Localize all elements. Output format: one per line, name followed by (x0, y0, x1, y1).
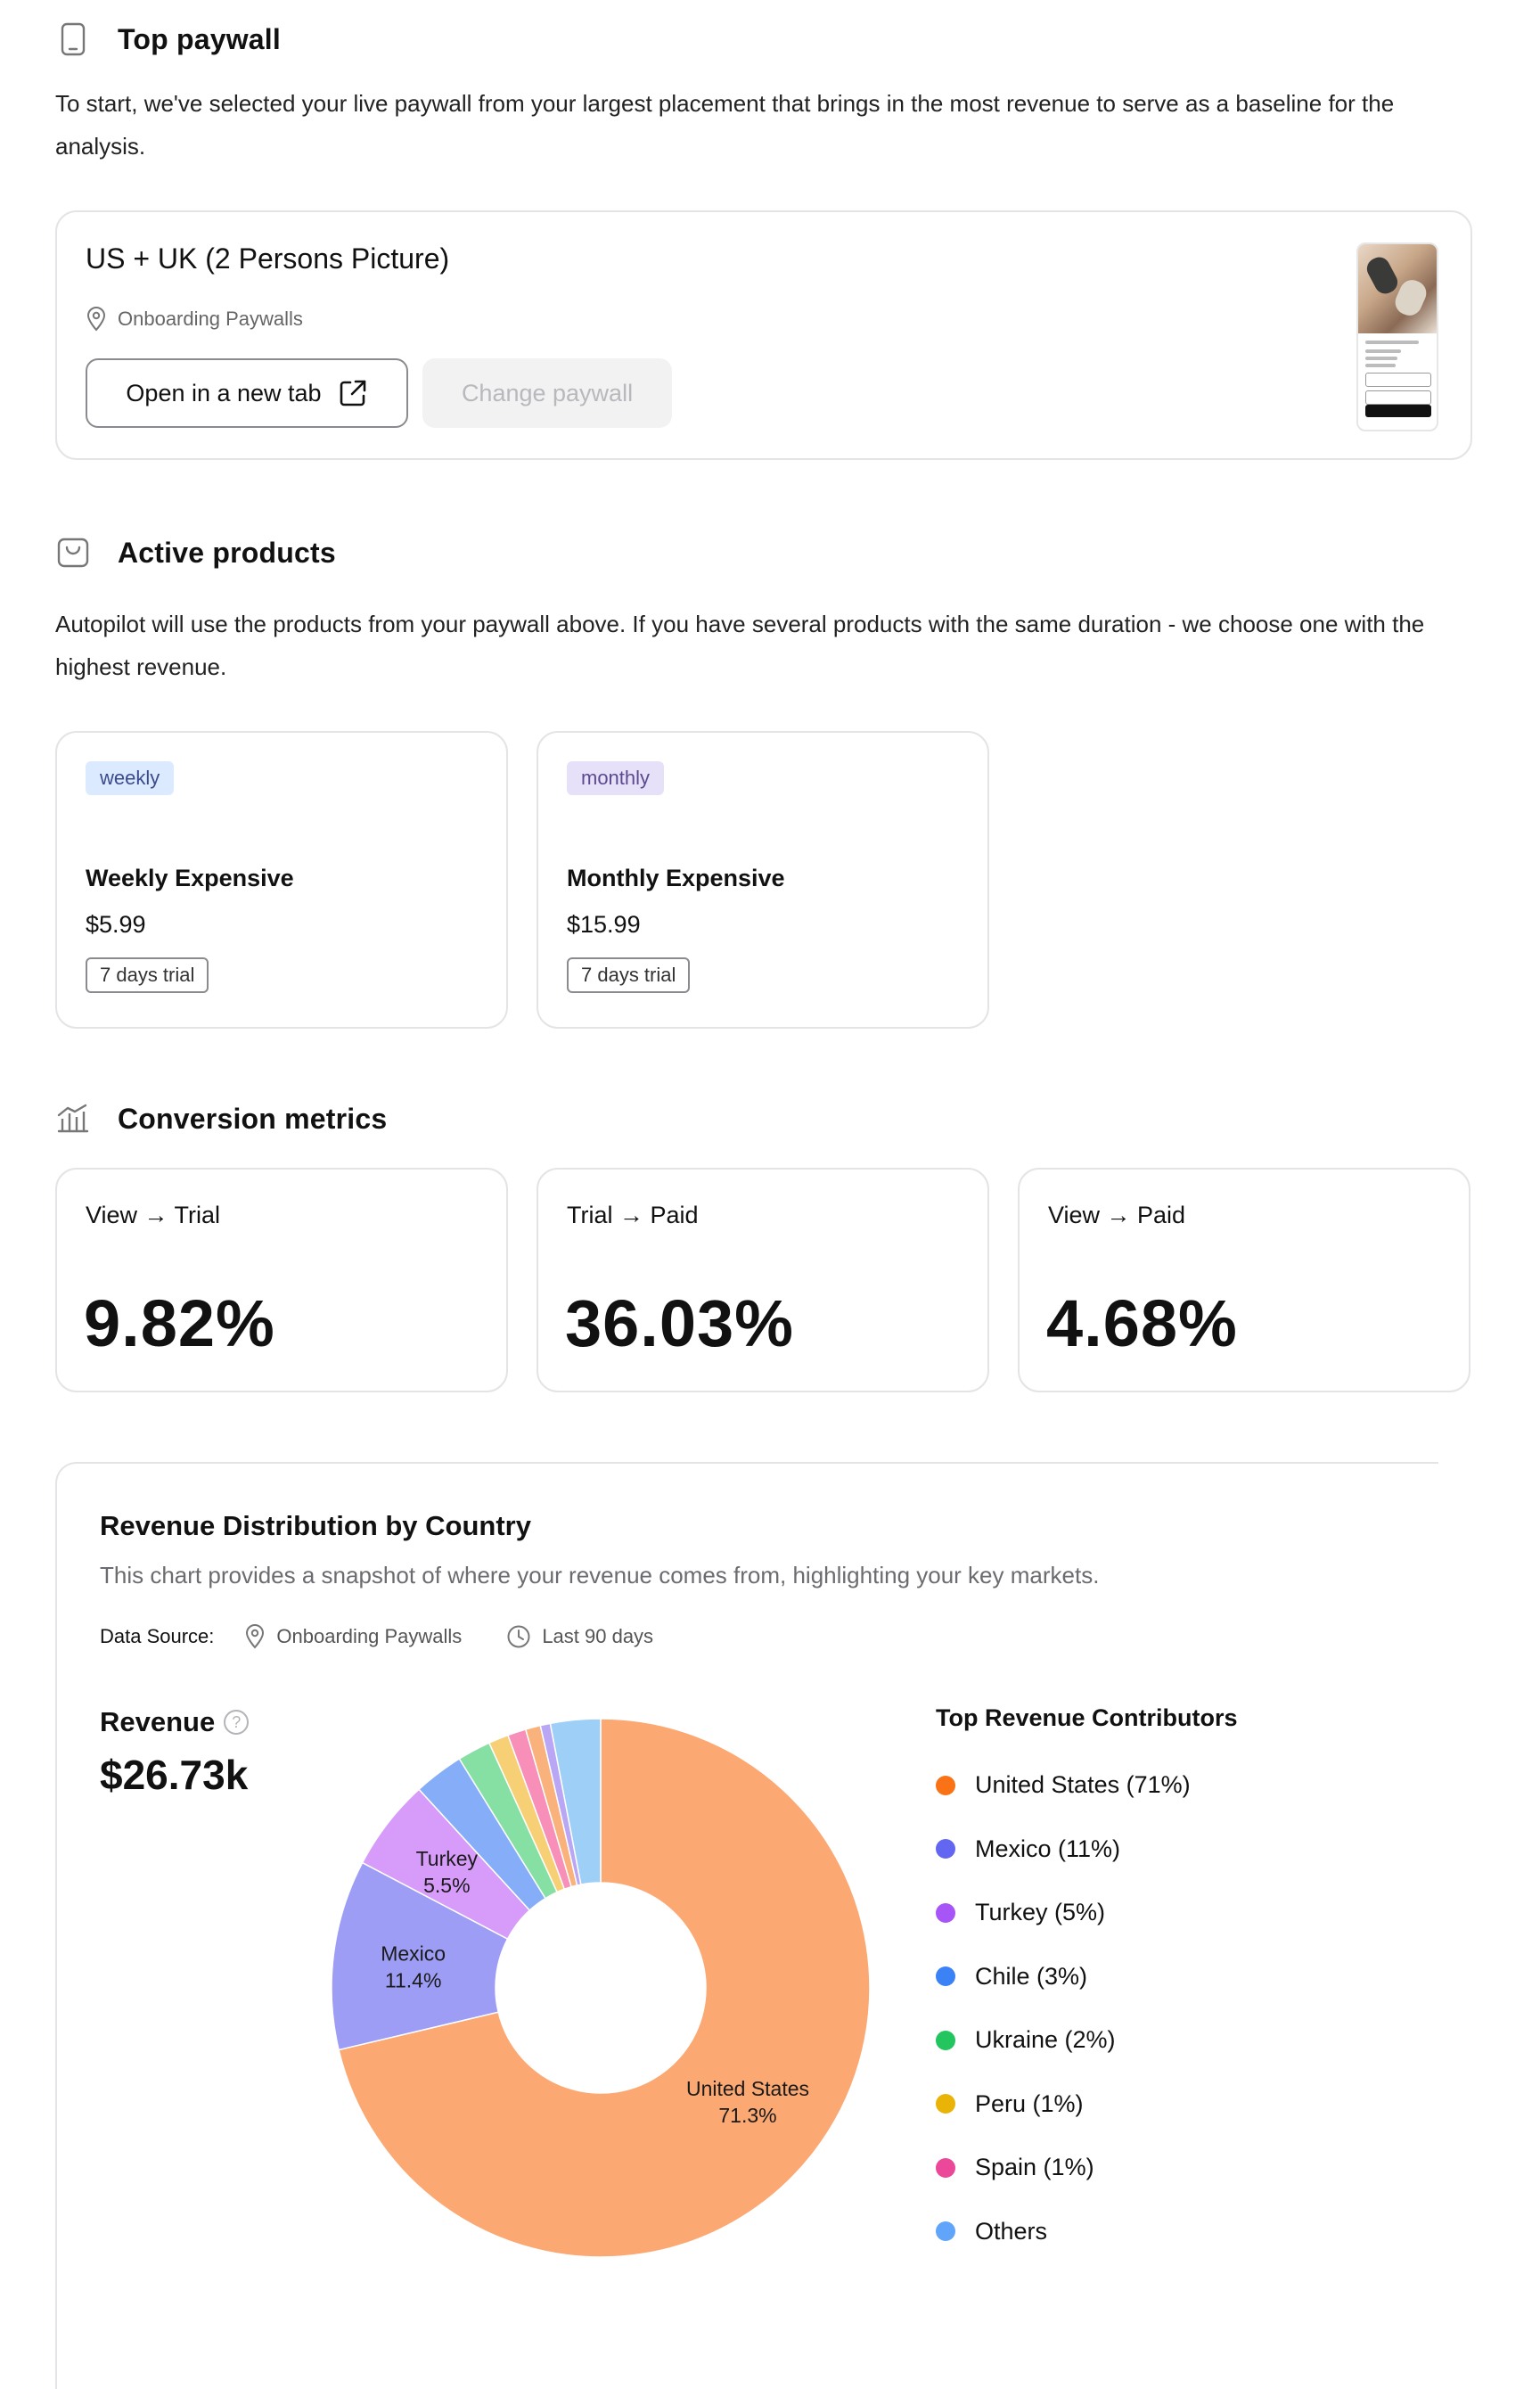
product-card-monthly: monthly Monthly Expensive $15.99 7 days … (537, 731, 989, 1029)
revenue-label: Revenue ? (100, 1706, 250, 1738)
revenue-distribution-panel: Revenue Distribution by Country This cha… (55, 1462, 1438, 2389)
active-products-title: Active products (118, 536, 336, 569)
revenue-subtitle: This chart provides a snapshot of where … (100, 1562, 1100, 1589)
active-products-description: Autopilot will use the products from you… (55, 611, 1425, 680)
pie-slice-mexico[interactable] (331, 1861, 509, 2051)
product-duration-tag: monthly (567, 761, 665, 795)
legend-item[interactable]: Mexico (11%) (936, 1818, 1238, 1882)
top-paywall-header: Top paywall (55, 18, 281, 61)
pie-label-name: Mexico (381, 1942, 446, 1965)
paywall-card: US + UK (2 Persons Picture) Onboarding P… (55, 210, 1472, 460)
paywall-name: US + UK (2 Persons Picture) (86, 242, 450, 275)
location-pin-icon (246, 1624, 265, 1649)
chart-icon (55, 1101, 91, 1137)
metric-value: 36.03% (565, 1286, 794, 1360)
revenue-title: Revenue Distribution by Country (100, 1510, 531, 1541)
product-duration-tag: weekly (86, 761, 175, 795)
legend-label: Others (975, 2217, 1048, 2245)
product-card-weekly: weekly Weekly Expensive $5.99 7 days tri… (55, 731, 508, 1029)
metric-label: Trial → Paid (567, 1202, 699, 1228)
legend-color-dot (936, 1839, 955, 1859)
legend-item[interactable]: Others (936, 2200, 1238, 2264)
legend-label: Ukraine (2%) (975, 2026, 1116, 2054)
legend-color-dot (936, 1902, 955, 1923)
page: Top paywall To start, we've selected you… (55, 0, 1472, 2389)
legend-label: Mexico (11%) (975, 1835, 1121, 1862)
legend-label: Turkey (5%) (975, 1899, 1106, 1926)
legend-title: Top Revenue Contributors (936, 1704, 1238, 1731)
legend-item[interactable]: United States (71%) (936, 1753, 1238, 1818)
phone-icon (55, 21, 91, 57)
location-pin-icon (86, 307, 106, 332)
data-source-period[interactable]: Last 90 days (506, 1624, 653, 1649)
paywall-preview-photo (1358, 244, 1437, 333)
external-link-icon (340, 380, 365, 406)
revenue-value: $26.73k (100, 1752, 249, 1798)
metric-card-view-trial: View → Trial 9.82% (55, 1168, 508, 1392)
top-paywall-title: Top paywall (118, 22, 281, 55)
open-in-new-tab-button[interactable]: Open in a new tab (86, 358, 408, 428)
legend-label: Peru (1%) (975, 2089, 1084, 2117)
top-paywall-description: To start, we've selected your live paywa… (55, 90, 1395, 160)
pie-label-name: United States (686, 2077, 809, 2100)
conversion-metrics-title: Conversion metrics (118, 1102, 388, 1135)
metric-label: View → Trial (86, 1202, 221, 1228)
paywall-placement: Onboarding Paywalls (86, 307, 303, 332)
data-source-label: Data Source: (100, 1625, 215, 1647)
pie-label-percent: 11.4% (385, 1968, 442, 1991)
active-products-header: Active products (55, 531, 336, 574)
paywall-preview-thumbnail[interactable] (1356, 242, 1438, 431)
legend-item[interactable]: Ukraine (2%) (936, 2008, 1238, 2073)
product-trial-badge: 7 days trial (567, 957, 691, 993)
metric-label: View → Paid (1048, 1202, 1186, 1228)
legend-item[interactable]: Turkey (5%) (936, 1881, 1238, 1945)
conversion-metrics-header: Conversion metrics (55, 1097, 387, 1140)
product-price: $5.99 (86, 911, 146, 938)
clock-icon (507, 1625, 530, 1648)
metric-value: 4.68% (1046, 1286, 1238, 1360)
metric-card-view-paid: View → Paid 4.68% (1018, 1168, 1470, 1392)
legend-item[interactable]: Peru (1%) (936, 2073, 1238, 2137)
revenue-label-text: Revenue (100, 1706, 216, 1737)
revenue-legend: Top Revenue Contributors United States (… (936, 1704, 1238, 2263)
data-source-period-label: Last 90 days (542, 1625, 654, 1647)
product-price: $15.99 (567, 911, 641, 938)
legend-label: Chile (3%) (975, 1962, 1088, 1990)
pie-slice-others[interactable] (549, 1718, 602, 1885)
paywall-placement-label: Onboarding Paywalls (118, 308, 303, 330)
legend-color-dot (936, 2157, 955, 2178)
legend-item[interactable]: Spain (1%) (936, 2136, 1238, 2200)
data-source-placement-label: Onboarding Paywalls (276, 1625, 463, 1647)
pie-slice-united-states[interactable] (338, 1718, 871, 2258)
legend-item[interactable]: Chile (3%) (936, 1945, 1238, 2009)
revenue-donut-chart: United States 71.3% Mexico 11.4% Turkey 5.5% (331, 1718, 871, 2258)
pie-label-percent: 71.3% (718, 2104, 776, 2127)
legend-color-dot (936, 2030, 955, 2050)
pie-label-name: Turkey (416, 1847, 479, 1870)
metric-card-trial-paid: Trial → Paid 36.03% (537, 1168, 989, 1392)
help-icon[interactable]: ? (224, 1710, 250, 1735)
data-source-row: Data Source: Onboarding Paywalls Last 90… (100, 1624, 698, 1649)
open-in-new-tab-label: Open in a new tab (126, 379, 322, 406)
product-trial-badge: 7 days trial (86, 957, 209, 993)
data-source-placement[interactable]: Onboarding Paywalls (244, 1624, 462, 1649)
legend-color-dot (936, 1775, 955, 1795)
legend-label: Spain (1%) (975, 2154, 1094, 2181)
legend-color-dot (936, 2094, 955, 2114)
pie-label-percent: 5.5% (423, 1874, 470, 1897)
legend-label: United States (71%) (975, 1771, 1191, 1799)
legend-color-dot (936, 2221, 955, 2242)
product-name: Weekly Expensive (86, 865, 294, 891)
metric-value: 9.82% (84, 1286, 275, 1360)
legend-color-dot (936, 1966, 955, 1987)
change-paywall-button[interactable]: Change paywall (422, 358, 672, 428)
shopping-bag-icon (55, 535, 91, 571)
product-name: Monthly Expensive (567, 865, 785, 891)
